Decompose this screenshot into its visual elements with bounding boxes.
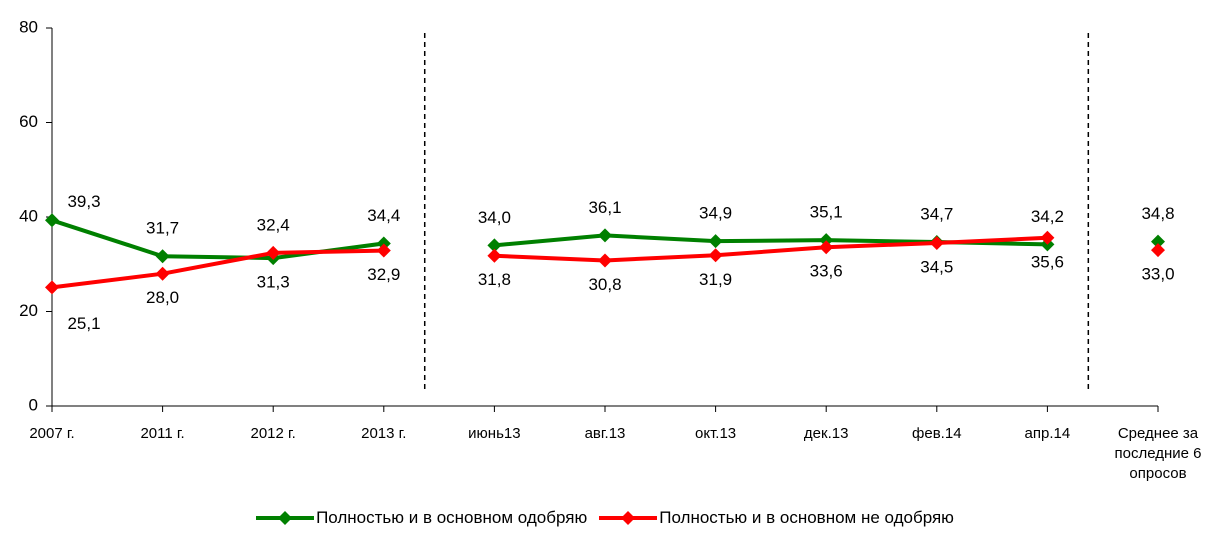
legend-label: Полностью и в основном не одобряю [659, 508, 954, 527]
data-label: 25,1 [67, 314, 100, 333]
x-tick-label: 2007 г. [29, 425, 75, 442]
data-label: 31,9 [699, 270, 732, 289]
marker [155, 249, 170, 264]
marker [708, 248, 723, 263]
data-label: 28,0 [146, 288, 179, 307]
legend-item: Полностью и в основном не одобряю [599, 508, 954, 528]
data-label: 35,6 [1031, 252, 1064, 271]
marker [708, 234, 723, 249]
x-tick-label: 2013 г. [361, 425, 407, 442]
data-label: 32,4 [257, 215, 290, 234]
data-label: 35,1 [810, 203, 843, 222]
x-tick-label: 2011 г. [140, 425, 185, 442]
legend-swatch [256, 511, 315, 525]
data-label: 31,8 [478, 270, 511, 289]
data-label: 34,7 [920, 205, 953, 224]
data-label: 34,9 [699, 204, 732, 223]
y-tick-label: 0 [29, 395, 38, 414]
data-label: 31,7 [146, 219, 179, 238]
marker [819, 233, 834, 248]
series-line [494, 235, 1048, 263]
data-label: 33,0 [1141, 265, 1174, 284]
x-tick-label: апр.14 [1024, 425, 1071, 442]
data-label: 33,6 [810, 262, 843, 281]
y-tick-label: 20 [19, 301, 38, 320]
marker [1151, 243, 1165, 258]
marker [1151, 234, 1165, 249]
marker [376, 243, 391, 258]
marker [155, 266, 170, 281]
data-label: 30,8 [588, 275, 621, 294]
x-tick-label: Среднее за последние 6 опросов [1114, 425, 1202, 482]
legend-label: Полностью и в основном одобряю [316, 508, 588, 527]
legend: Полностью и в основном одобряю Полностью … [0, 508, 1210, 528]
legend-swatch [599, 511, 658, 525]
x-tick-label: 2012 г. [250, 425, 296, 442]
y-tick-label: 80 [19, 17, 38, 36]
data-label: 34,2 [1031, 207, 1064, 226]
marker [598, 228, 612, 243]
x-tick-label: авг.13 [584, 425, 626, 442]
data-label: 34,5 [920, 257, 953, 276]
y-tick-label: 40 [19, 206, 38, 225]
legend-item: Полностью и в основном одобряю [256, 508, 587, 528]
marker [487, 248, 502, 263]
data-label: 32,9 [367, 265, 400, 284]
data-label: 34,0 [478, 208, 511, 227]
x-tick-label: дек.13 [803, 425, 849, 442]
marker [819, 240, 834, 255]
marker [266, 245, 281, 260]
y-tick-label: 60 [19, 112, 38, 131]
legend-marker [278, 511, 293, 525]
data-label: 39,3 [67, 192, 100, 211]
marker [929, 235, 944, 250]
marker [1040, 230, 1055, 245]
data-label: 31,3 [257, 273, 290, 292]
data-label: 36,1 [588, 198, 621, 217]
x-tick-label: фев.14 [912, 425, 962, 442]
marker [376, 236, 391, 251]
data-label: 34,4 [367, 206, 400, 225]
series-line [51, 248, 384, 290]
marker [598, 253, 612, 268]
marker [45, 280, 59, 295]
x-tick-label: окт.13 [695, 425, 737, 442]
data-label: 34,8 [1141, 204, 1174, 223]
marker [45, 213, 59, 228]
x-tick-label: июнь13 [468, 425, 521, 442]
marker [487, 238, 502, 253]
legend-marker [621, 511, 636, 525]
